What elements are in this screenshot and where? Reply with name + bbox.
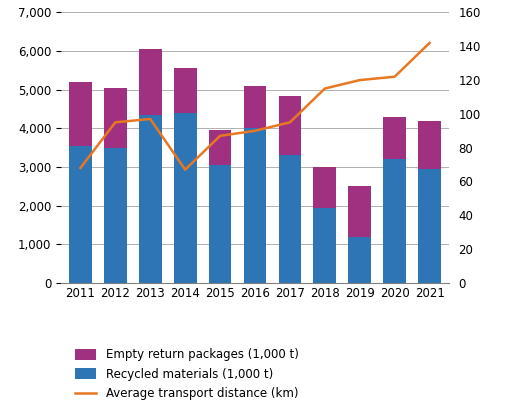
Bar — [174, 69, 196, 113]
Bar — [69, 146, 92, 283]
Bar — [138, 115, 161, 283]
Bar — [313, 167, 335, 208]
Bar — [278, 96, 301, 156]
Bar — [243, 86, 266, 129]
Bar — [313, 208, 335, 283]
Bar — [104, 148, 126, 283]
Bar — [417, 121, 440, 169]
Bar — [278, 156, 301, 283]
Bar — [348, 237, 371, 283]
Bar — [138, 49, 161, 115]
Bar — [104, 88, 126, 148]
Bar — [69, 82, 92, 146]
Bar — [383, 159, 405, 283]
Bar — [383, 117, 405, 159]
Legend: Empty return packages (1,000 t), Recycled materials (1,000 t), Average transport: Empty return packages (1,000 t), Recycle… — [75, 348, 298, 400]
Bar — [348, 186, 371, 237]
Bar — [417, 169, 440, 283]
Bar — [208, 165, 231, 283]
Bar — [243, 129, 266, 283]
Bar — [174, 113, 196, 283]
Bar — [208, 130, 231, 165]
